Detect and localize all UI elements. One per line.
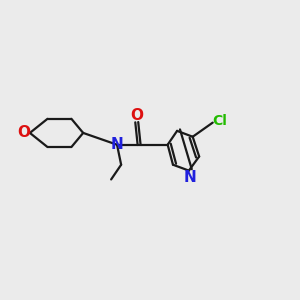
Text: Cl: Cl: [212, 114, 226, 128]
Text: O: O: [17, 125, 30, 140]
Text: N: N: [111, 137, 123, 152]
Text: N: N: [184, 169, 197, 184]
Text: O: O: [130, 108, 143, 123]
